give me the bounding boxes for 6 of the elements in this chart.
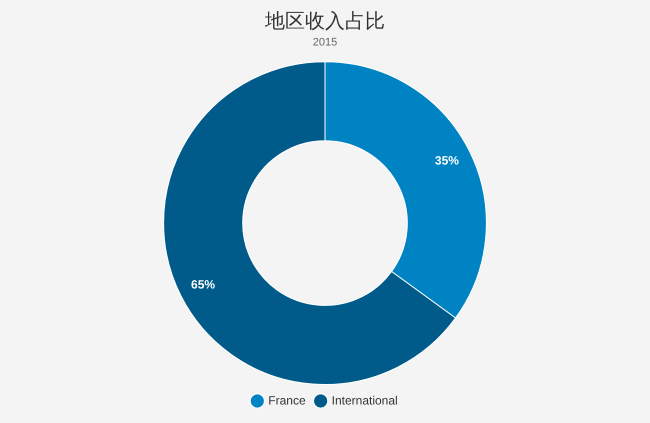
legend-label: International [332, 393, 398, 408]
chart-subtitle: 2015 [312, 36, 338, 49]
data-label: 65% [191, 278, 216, 292]
data-label: 35% [434, 153, 460, 168]
legend-label: France [268, 393, 306, 408]
chart-title: 地区收入占比 [264, 10, 385, 33]
